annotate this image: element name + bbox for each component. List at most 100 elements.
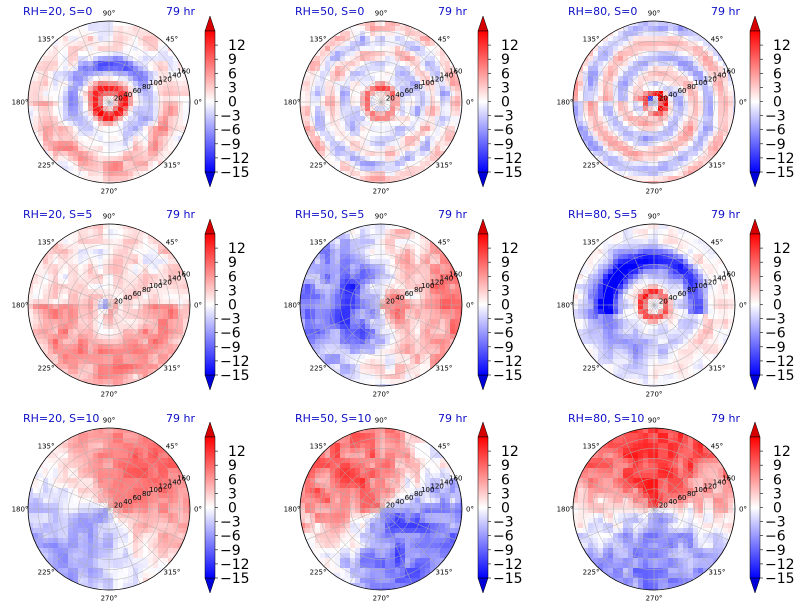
polar-frame xyxy=(299,223,463,387)
heatmap-cell xyxy=(420,324,426,330)
heatmap-cell xyxy=(335,349,341,355)
heatmap-cell xyxy=(345,244,351,250)
heatmap-cell xyxy=(370,229,376,235)
heatmap-cell xyxy=(63,299,69,305)
heatmap-cell xyxy=(335,289,341,295)
colorbar-extend-low xyxy=(204,374,216,391)
heatmap-cell xyxy=(83,161,89,167)
heatmap-cell xyxy=(128,51,134,57)
heatmap-cell xyxy=(148,61,154,67)
heatmap-cell xyxy=(410,156,416,162)
heatmap-cell xyxy=(330,146,336,152)
heatmap-cell xyxy=(93,359,99,365)
angle-tick-label: 45° xyxy=(438,239,450,247)
heatmap-cell xyxy=(435,299,441,305)
heatmap-cell xyxy=(683,81,689,87)
heatmap-cell xyxy=(390,26,396,32)
heatmap-cell xyxy=(113,299,119,305)
heatmap-cell xyxy=(450,284,456,290)
heatmap-cell xyxy=(178,116,184,122)
heatmap-cell xyxy=(93,41,99,47)
heatmap-cell xyxy=(345,374,351,380)
heatmap-cell xyxy=(173,81,179,87)
heatmap-cell xyxy=(578,126,584,132)
heatmap-cell xyxy=(178,76,184,82)
heatmap-cell xyxy=(68,369,74,375)
heatmap-cell xyxy=(405,264,411,270)
heatmap-cell xyxy=(395,334,401,340)
heatmap-cell xyxy=(163,86,169,92)
heatmap-cell xyxy=(350,56,356,62)
heatmap-cell xyxy=(53,136,59,142)
heatmap-cell xyxy=(390,166,396,172)
heatmap-cell xyxy=(68,76,74,82)
heatmap-cell xyxy=(93,31,99,37)
heatmap-cell xyxy=(723,86,729,92)
heatmap-cell xyxy=(668,66,674,72)
angular-gridline xyxy=(653,101,729,134)
heatmap-cell xyxy=(93,309,99,315)
heatmap-cell xyxy=(83,176,89,182)
heatmap-cell xyxy=(138,171,144,177)
heatmap-cell xyxy=(450,289,456,295)
heatmap-cell xyxy=(658,26,664,32)
heatmap-cell xyxy=(405,364,411,370)
angular-gridline xyxy=(77,304,110,380)
heatmap-cell xyxy=(643,161,649,167)
heatmap-cell xyxy=(588,101,594,107)
heatmap-cell xyxy=(345,249,351,255)
heatmap-cell xyxy=(315,136,321,142)
heatmap-cell xyxy=(355,364,361,370)
heatmap-cell xyxy=(118,239,124,245)
radial-tick-label: 80 xyxy=(142,83,151,91)
heatmap-cell xyxy=(153,339,159,345)
heatmap-cell xyxy=(108,334,114,340)
heatmap-cell xyxy=(350,66,356,72)
heatmap-cell xyxy=(455,289,461,295)
heatmap-cell xyxy=(385,329,391,335)
heatmap-cell xyxy=(410,284,416,290)
heatmap-cell xyxy=(613,146,619,152)
heatmap-cell xyxy=(188,91,190,97)
heatmap-cell xyxy=(68,41,74,47)
heatmap-cell xyxy=(148,36,154,42)
heatmap-cell xyxy=(583,61,589,67)
heatmap-cell xyxy=(335,304,341,310)
heatmap-cell xyxy=(73,344,79,350)
heatmap-cell xyxy=(48,314,54,320)
heatmap-cell xyxy=(153,294,159,300)
heatmap-cell xyxy=(63,51,69,57)
heatmap-cell xyxy=(103,176,109,182)
heatmap-cell xyxy=(455,76,461,82)
heatmap-cell xyxy=(88,339,94,345)
heatmap-cell xyxy=(628,51,634,57)
heatmap-cell xyxy=(653,56,659,62)
heatmap-cell xyxy=(43,254,49,260)
heatmap-cell xyxy=(633,101,639,107)
heatmap-cell xyxy=(450,76,456,82)
heatmap-cell xyxy=(593,91,599,97)
heatmap-cell xyxy=(623,166,629,172)
heatmap-cell xyxy=(128,264,134,270)
heatmap-cell xyxy=(53,304,59,310)
heatmap-cell xyxy=(608,36,614,42)
heatmap-cell xyxy=(48,66,54,72)
heatmap-cell xyxy=(613,121,619,127)
heatmap-cell xyxy=(708,76,714,82)
heatmap-cell xyxy=(340,96,346,102)
heatmap-cell xyxy=(103,329,109,335)
heatmap-cell xyxy=(663,151,669,157)
heatmap-cell xyxy=(300,269,306,275)
heatmap-cell xyxy=(123,126,129,132)
heatmap-cell xyxy=(305,294,311,300)
heatmap-cell xyxy=(123,166,129,172)
heatmap-cell xyxy=(320,101,326,107)
heatmap-cell xyxy=(63,106,69,112)
heatmap-cell xyxy=(360,334,366,340)
heatmap-cell xyxy=(638,101,644,107)
heatmap-cell xyxy=(370,224,376,230)
heatmap-cell xyxy=(708,91,714,97)
heatmap-cell xyxy=(350,329,356,335)
heatmap-cell xyxy=(108,46,114,52)
heatmap-cell xyxy=(143,131,149,137)
